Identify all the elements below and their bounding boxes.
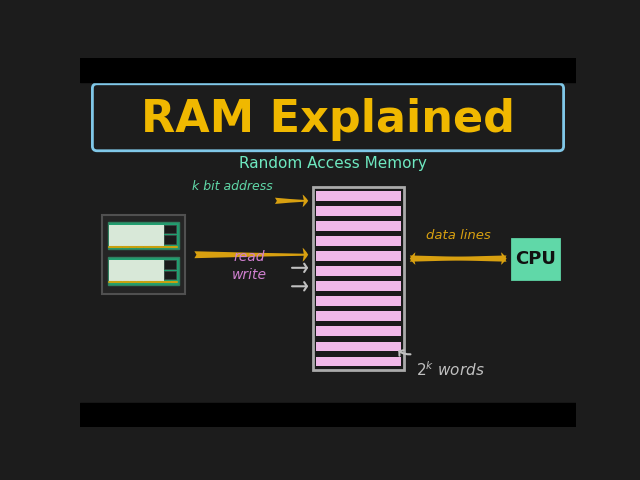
Text: $2^k$ words: $2^k$ words bbox=[417, 360, 485, 379]
Bar bbox=[164, 260, 176, 269]
Bar bbox=[316, 326, 401, 336]
Text: RAM Explained: RAM Explained bbox=[141, 98, 515, 141]
Bar bbox=[164, 271, 176, 279]
Bar bbox=[80, 58, 576, 82]
Bar bbox=[316, 221, 401, 231]
FancyBboxPatch shape bbox=[102, 216, 186, 294]
Text: Random Access Memory: Random Access Memory bbox=[239, 156, 427, 171]
Bar bbox=[316, 191, 401, 201]
Text: k bit address: k bit address bbox=[191, 180, 272, 193]
Bar bbox=[316, 296, 401, 306]
FancyBboxPatch shape bbox=[513, 239, 559, 278]
Text: read: read bbox=[233, 250, 265, 264]
Bar bbox=[316, 281, 401, 291]
Text: CPU: CPU bbox=[515, 250, 556, 267]
Bar bbox=[316, 312, 401, 321]
Bar bbox=[80, 403, 576, 427]
Bar bbox=[164, 236, 176, 244]
FancyBboxPatch shape bbox=[108, 222, 179, 249]
FancyBboxPatch shape bbox=[92, 84, 564, 151]
Bar bbox=[109, 225, 164, 246]
Bar bbox=[316, 357, 401, 366]
Bar bbox=[312, 187, 404, 370]
Bar bbox=[316, 206, 401, 216]
Bar bbox=[316, 266, 401, 276]
Bar bbox=[109, 260, 164, 282]
Text: data lines: data lines bbox=[426, 228, 491, 241]
Text: write: write bbox=[232, 268, 266, 282]
Bar bbox=[316, 342, 401, 351]
Bar bbox=[316, 251, 401, 261]
Bar bbox=[316, 236, 401, 246]
FancyBboxPatch shape bbox=[108, 257, 179, 285]
Bar bbox=[164, 225, 176, 233]
